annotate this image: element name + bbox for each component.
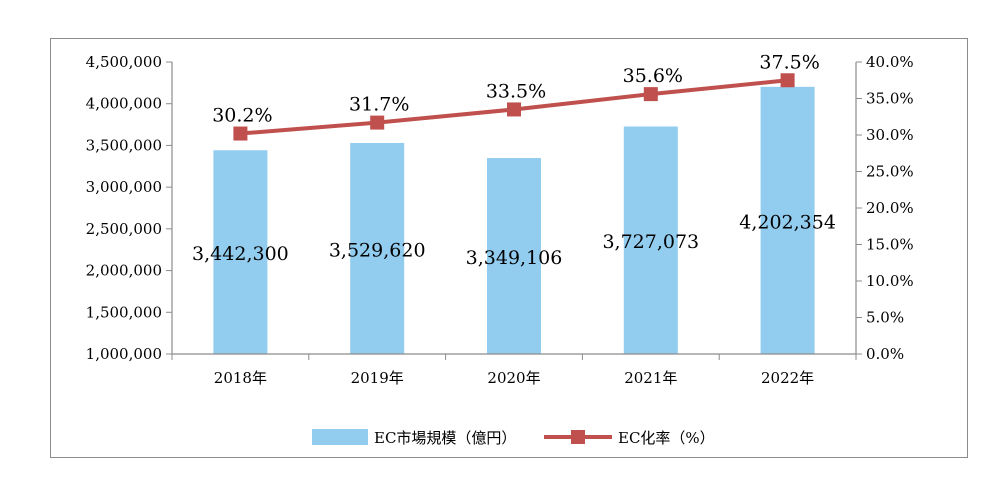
bar-1: [350, 142, 405, 354]
right-tick-label-3: 15.0%: [866, 236, 914, 254]
right-tick-label-8: 40.0%: [866, 53, 914, 71]
bar-3: [623, 126, 678, 354]
left-tick-label-4: 3,000,000: [86, 178, 162, 196]
x-tick-label-2: 2020年: [487, 369, 540, 387]
bar-value-label-4: 4,202,354: [739, 211, 836, 233]
x-tick-label-4: 2022年: [761, 369, 814, 387]
left-tick-label-6: 4,000,000: [86, 95, 162, 113]
bar-value-label-1: 3,529,620: [329, 239, 426, 261]
line-value-label-0: 30.2%: [212, 105, 272, 127]
bar-value-label-2: 3,349,106: [466, 247, 563, 269]
right-tick-label-0: 0.0%: [866, 345, 904, 363]
bar-value-label-3: 3,727,073: [602, 231, 699, 253]
bar-value-label-0: 3,442,300: [192, 243, 289, 265]
line-value-label-3: 35.6%: [623, 65, 683, 87]
line-marker-4: [780, 73, 795, 88]
bar-4: [760, 86, 815, 354]
bar-series: [213, 86, 815, 354]
right-tick-label-5: 25.0%: [866, 163, 914, 181]
legend-label-line: EC化率（%）: [618, 429, 715, 447]
left-tick-label-5: 3,500,000: [86, 136, 162, 154]
line-value-label-1: 31.7%: [349, 94, 409, 116]
line-marker-2: [507, 102, 521, 117]
line-marker-3: [643, 87, 658, 102]
x-tick-label-1: 2019年: [351, 369, 404, 387]
right-tick-label-4: 20.0%: [866, 199, 914, 217]
legend-swatch-bar: [312, 429, 368, 445]
left-tick-label-7: 4,500,000: [86, 53, 162, 71]
left-tick-label-1: 1,500,000: [86, 303, 162, 321]
line-series: [233, 73, 795, 141]
line-value-label-2: 33.5%: [486, 80, 546, 102]
right-tick-label-2: 10.0%: [866, 272, 914, 290]
legend-label-bar: EC市場規模（億円）: [374, 429, 516, 447]
axes: 1,000,000 1,500,000 2,000,000 2,500,000 3,00…: [86, 53, 914, 387]
line-marker-0: [233, 126, 248, 141]
legend-swatch-marker: [571, 430, 585, 444]
legend: EC市場規模（億円） EC化率（%）: [312, 429, 715, 447]
bar-0: [213, 150, 268, 354]
left-tick-label-2: 2,000,000: [86, 262, 162, 280]
left-tick-label-3: 2,500,000: [86, 220, 162, 238]
x-tick-label-3: 2021年: [624, 369, 677, 387]
right-tick-label-1: 5.0%: [866, 309, 904, 327]
x-tick-label-0: 2018年: [214, 369, 267, 387]
left-tick-label-0: 1,000,000: [86, 345, 162, 363]
line-value-label-4: 37.5%: [759, 51, 819, 73]
right-tick-label-7: 35.0%: [866, 90, 914, 108]
bar-2: [487, 158, 541, 354]
data-labels: 3,442,300 3,529,620 3,349,106 3,727,073 4,20…: [192, 51, 836, 269]
right-tick-label-6: 30.0%: [866, 126, 914, 144]
line-marker-1: [370, 115, 385, 130]
